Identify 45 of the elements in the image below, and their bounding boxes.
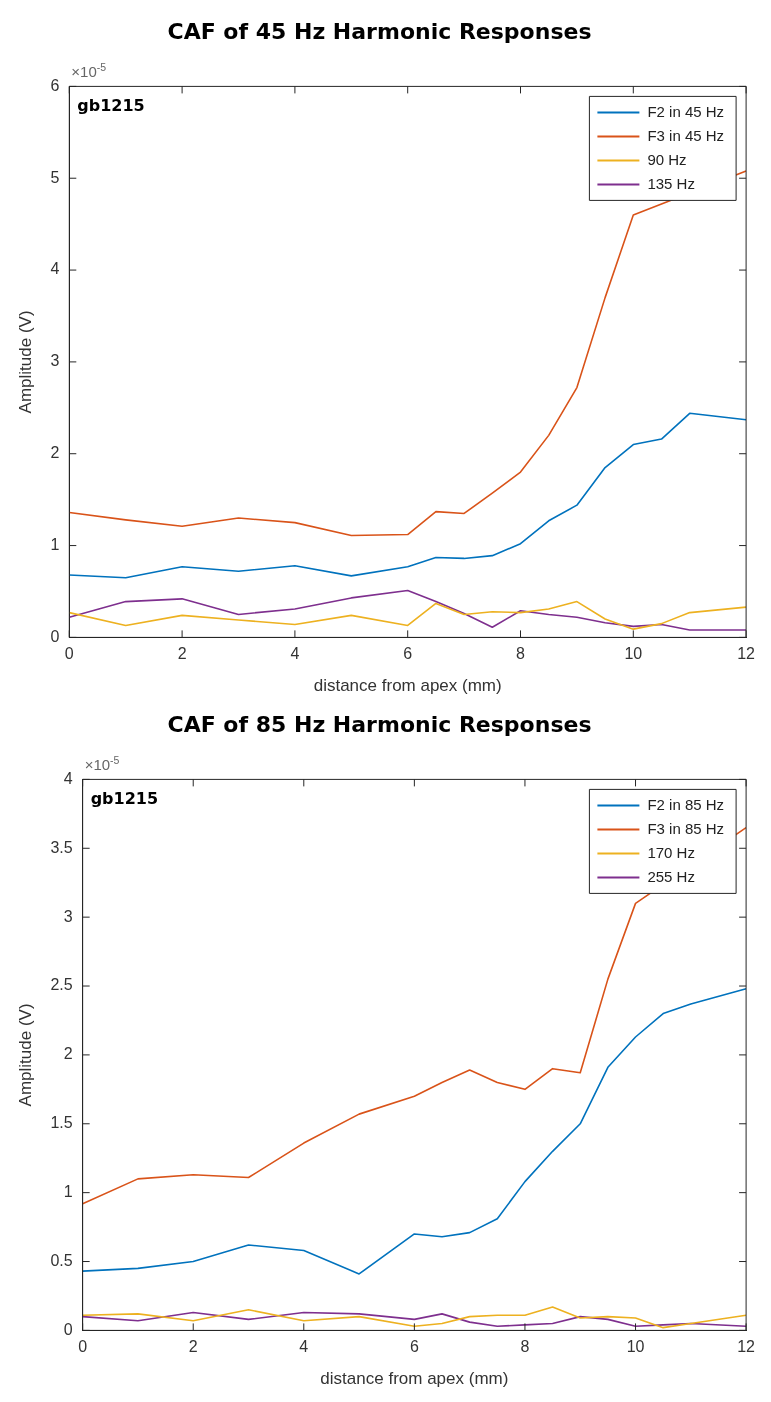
x-tick-label: 12: [737, 645, 756, 663]
y-tick-label: 2.5: [50, 976, 73, 994]
y-tick-label: 1: [50, 535, 60, 553]
y-tick-label: 0: [63, 1320, 73, 1338]
annotation: gb1215: [77, 95, 145, 115]
y-tick-label: 1.5: [50, 1114, 73, 1132]
chart-title: CAF of 45 Hz Harmonic Responses: [167, 18, 592, 44]
x-tick-label: 4: [290, 645, 300, 663]
x-tick-label: 6: [409, 1338, 419, 1356]
y-tick-label: 2: [50, 444, 60, 462]
y-axis-title: Amplitude (V): [15, 310, 35, 414]
y-tick-label: 3.5: [50, 838, 73, 856]
y-tick-label: 3: [50, 352, 60, 370]
x-tick-label: 4: [299, 1338, 309, 1356]
legend-label: F3 in 85 Hz: [647, 819, 725, 837]
x-tick-label: 10: [626, 1338, 645, 1356]
legend-label: F2 in 85 Hz: [647, 795, 725, 813]
x-tick-label: 12: [737, 1338, 756, 1356]
y-tick-label: 0.5: [50, 1251, 73, 1269]
x-axis-title: distance from apex (mm): [313, 676, 502, 696]
x-tick-label: 0: [78, 1338, 88, 1356]
x-tick-label: 6: [403, 645, 413, 663]
y-tick-label: 6: [50, 76, 60, 94]
chart-title: CAF of 85 Hz Harmonic Responses: [167, 711, 592, 737]
x-tick-label: 8: [520, 1338, 530, 1356]
y-tick-label: 4: [50, 260, 60, 278]
y-tick-label: 2: [63, 1045, 73, 1063]
x-tick-label: 2: [177, 645, 187, 663]
legend-label: F2 in 45 Hz: [647, 102, 725, 120]
legend-label: F3 in 45 Hz: [647, 126, 725, 144]
y-tick-label: 0: [50, 627, 60, 645]
legend-label: 90 Hz: [647, 150, 687, 168]
x-tick-label: 10: [624, 645, 643, 663]
y-tick-label: 5: [50, 168, 60, 186]
legend-label: 255 Hz: [647, 867, 695, 885]
x-tick-label: 8: [516, 645, 526, 663]
legend-label: 170 Hz: [647, 843, 695, 861]
y-tick-label: 4: [63, 769, 73, 787]
x-axis-title: distance from apex (mm): [320, 1369, 509, 1389]
y-tick-label: 3: [63, 907, 73, 925]
x-tick-label: 2: [188, 1338, 198, 1356]
legend-label: 135 Hz: [647, 174, 695, 192]
annotation: gb1215: [90, 788, 159, 808]
y-tick-label: 1: [63, 1183, 73, 1201]
y-axis-title: Amplitude (V): [15, 1003, 35, 1107]
